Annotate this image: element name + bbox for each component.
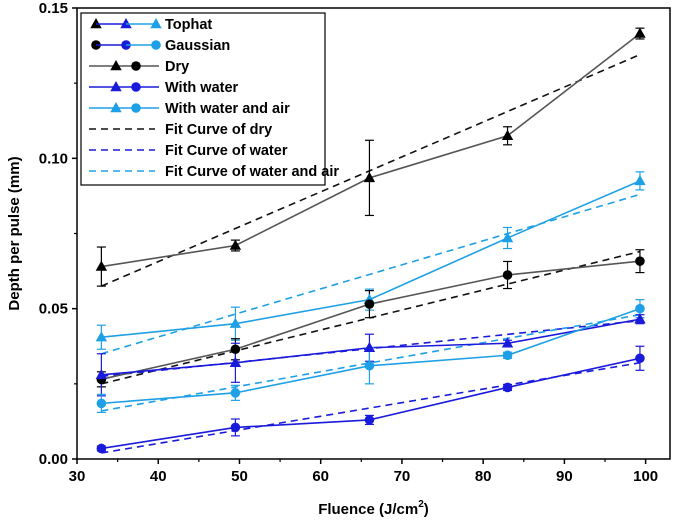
water-and-air-tophat-point <box>229 317 242 328</box>
legend-symbol <box>120 18 132 29</box>
y-tick-label: 0.15 <box>39 0 68 17</box>
dry-tophat-point <box>363 171 376 183</box>
x-axis-title-superscript: 2 <box>418 499 424 510</box>
dry-tophat-point <box>229 239 242 250</box>
water-tophat-point <box>363 341 376 352</box>
x-tick-label: 100 <box>633 468 658 485</box>
legend-symbol <box>131 103 141 113</box>
legend-label: Dry <box>165 59 189 75</box>
dry-tophat-point <box>95 260 108 271</box>
dry-gaussian-point <box>502 270 513 280</box>
water-gaussian-point <box>502 382 513 393</box>
x-tick-label: 70 <box>394 468 411 485</box>
water-and-air-gaussian-point <box>502 350 513 361</box>
water-and-air-gaussian-point <box>635 303 645 314</box>
legend-symbol <box>90 18 102 29</box>
y-tick-label: 0.00 <box>39 451 68 468</box>
x-tick-label: 30 <box>69 468 86 485</box>
water-tophat-point <box>634 313 646 324</box>
legend-label: Fit Curve of water and air <box>165 164 339 180</box>
water-gaussian-point <box>230 422 241 433</box>
x-axis-title-end: ) <box>424 501 429 518</box>
y-tick-label: 0.05 <box>39 301 68 318</box>
legend-label: Fit Curve of dry <box>165 122 272 138</box>
water-tophat-point <box>501 337 514 348</box>
legend-label: Tophat <box>165 17 212 33</box>
x-tick-label: 40 <box>150 468 167 485</box>
legend-symbol <box>131 61 141 71</box>
legend: Tophat Gaussian Dry With water With water an… <box>80 12 339 186</box>
legend-symbol <box>151 40 161 50</box>
water-and-air-tophat-point <box>95 331 108 342</box>
water-gaussian-point <box>635 353 645 364</box>
x-tick-label: 80 <box>475 468 492 485</box>
legend-symbol <box>110 102 122 113</box>
water-and-air-gaussian-point <box>230 388 241 398</box>
y-axis-title: Depth per pulse (mm) <box>6 156 23 310</box>
water-gaussian-point <box>96 443 107 454</box>
data-markers <box>95 27 646 454</box>
water-and-air-tophat-point <box>634 174 646 186</box>
dry-gaussian-point <box>635 256 645 266</box>
water-and-air-gaussian-point <box>364 360 375 371</box>
x-tick-label: 60 <box>312 468 329 485</box>
water-and-air-tophat-point <box>501 232 514 243</box>
legend-label: Fit Curve of water <box>165 143 288 159</box>
water-gaussian-line <box>101 357 641 450</box>
dry-gaussian-point <box>230 344 241 355</box>
water-and-air-gaussian-point <box>96 398 107 409</box>
y-tick-label: 0.10 <box>39 150 68 167</box>
dry-tophat-point <box>501 129 514 140</box>
legend-symbol <box>150 18 162 29</box>
legend-label: With water and air <box>165 101 290 117</box>
water-tophat-point <box>229 356 242 367</box>
legend-symbol <box>110 60 122 71</box>
water-and-air-tophat-line <box>101 180 641 339</box>
x-tick-label: 90 <box>556 468 573 485</box>
water-gaussian-point <box>364 415 375 425</box>
dry-tophat-point <box>634 27 646 38</box>
x-tick-label: 50 <box>231 468 248 485</box>
legend-label: With water <box>165 80 239 96</box>
fit-dry-tophat <box>101 53 641 287</box>
x-axis-title: Fluence (J/cm2) <box>318 499 429 518</box>
water-tophat-point <box>95 368 108 380</box>
water-and-air-gaussian-line <box>101 307 641 405</box>
legend-label: Gaussian <box>165 38 230 54</box>
legend-symbol <box>131 82 141 92</box>
x-axis-ticks: 30 40 50 60 70 80 90 100 <box>69 459 658 485</box>
legend-symbol <box>110 81 122 92</box>
legend-box <box>80 12 326 186</box>
fit-water-and-air-tophat <box>101 193 641 355</box>
y-axis-ticks: 0.00 0.05 0.10 0.15 <box>39 0 77 468</box>
dry-gaussian-point <box>364 299 375 309</box>
x-axis-title-main: Fluence (J/cm <box>318 501 418 518</box>
